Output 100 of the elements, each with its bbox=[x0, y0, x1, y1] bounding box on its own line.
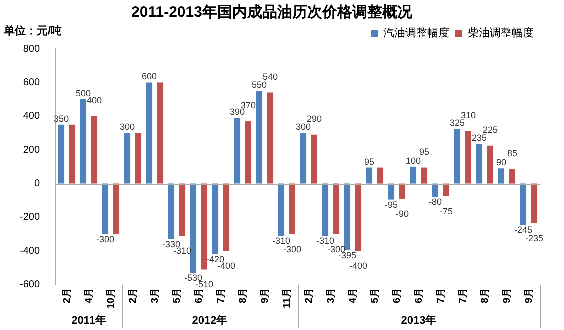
bar bbox=[465, 132, 472, 184]
data-label: 225 bbox=[482, 124, 498, 135]
bar bbox=[256, 91, 263, 184]
bar bbox=[443, 184, 450, 196]
x-tick-label: 7月 bbox=[216, 288, 227, 304]
bar bbox=[509, 169, 516, 184]
bar bbox=[454, 129, 461, 184]
bar bbox=[366, 168, 373, 184]
bar bbox=[289, 184, 296, 234]
bar bbox=[157, 82, 164, 184]
y-tick-label: -600 bbox=[20, 280, 40, 291]
bar bbox=[322, 184, 329, 236]
x-tick-label: 5月 bbox=[172, 288, 183, 304]
data-label: -400 bbox=[350, 261, 368, 272]
data-label: 290 bbox=[306, 114, 322, 124]
legend-label: 汽油调整幅度 bbox=[384, 26, 450, 40]
x-tick-label: 3月 bbox=[326, 288, 337, 304]
data-label: -300 bbox=[284, 244, 302, 254]
data-label: -330 bbox=[162, 239, 181, 250]
x-tick-label: 6月 bbox=[414, 288, 425, 304]
bar bbox=[300, 133, 307, 184]
bar bbox=[234, 118, 241, 184]
x-tick-label: 9月 bbox=[524, 288, 535, 304]
bar bbox=[421, 168, 428, 184]
bar bbox=[91, 116, 98, 184]
bar bbox=[531, 184, 538, 224]
x-tick-label: 2月 bbox=[62, 288, 73, 304]
data-label: -300 bbox=[328, 244, 346, 254]
data-label: 100 bbox=[406, 156, 422, 166]
data-label: -310 bbox=[316, 236, 335, 246]
bar bbox=[520, 184, 527, 226]
data-label: 400 bbox=[87, 95, 102, 106]
x-tick-label: 2月 bbox=[304, 288, 315, 304]
bar bbox=[190, 184, 197, 274]
data-label: -510 bbox=[196, 280, 214, 290]
data-label: -245 bbox=[514, 225, 533, 236]
y-tick-label: 200 bbox=[23, 144, 40, 156]
data-label: 90 bbox=[496, 158, 507, 168]
data-label: 95 bbox=[364, 156, 375, 167]
x-tick-label: 3月 bbox=[150, 288, 161, 304]
x-tick-label: 4月 bbox=[84, 288, 95, 304]
x-tick-label: 5月 bbox=[370, 288, 381, 304]
y-tick-label: 600 bbox=[23, 77, 40, 88]
bar bbox=[179, 184, 186, 236]
data-label: 540 bbox=[262, 72, 278, 82]
bar bbox=[410, 166, 417, 184]
data-label: 600 bbox=[142, 72, 158, 82]
bar bbox=[311, 134, 318, 184]
x-tick-label: 9月 bbox=[260, 288, 271, 304]
y-tick-label: 400 bbox=[23, 111, 40, 122]
bar bbox=[432, 184, 439, 198]
data-label: 235 bbox=[472, 133, 488, 144]
y-tick-label: -400 bbox=[20, 246, 40, 257]
bar bbox=[487, 146, 494, 184]
bar bbox=[476, 144, 483, 184]
bar bbox=[267, 92, 274, 184]
data-label: -80 bbox=[428, 197, 442, 208]
y-tick-label: 0 bbox=[34, 178, 40, 190]
text: 2012年 bbox=[192, 314, 228, 328]
bar bbox=[399, 184, 406, 199]
data-label: -310 bbox=[272, 236, 291, 246]
bar bbox=[80, 100, 87, 184]
bar bbox=[113, 184, 120, 234]
bar bbox=[498, 168, 505, 184]
bar bbox=[333, 184, 340, 234]
x-tick-label: 4月 bbox=[348, 288, 359, 304]
bar bbox=[58, 124, 65, 184]
y-axis-title: 单位：元/吨 bbox=[3, 24, 62, 38]
x-tick-label: 7月 bbox=[436, 288, 447, 304]
data-label: -300 bbox=[96, 234, 115, 244]
x-tick-label: 6月 bbox=[392, 288, 403, 304]
data-label: -400 bbox=[218, 261, 236, 272]
text: 2011年 bbox=[72, 314, 106, 328]
bar bbox=[168, 184, 175, 240]
bar bbox=[69, 124, 76, 184]
x-tick-label: 10月 bbox=[106, 288, 117, 309]
x-tick-label: 11月 bbox=[282, 288, 293, 308]
bar bbox=[245, 121, 252, 184]
data-label: 95 bbox=[419, 146, 430, 157]
bar bbox=[135, 133, 142, 184]
x-tick-label: 9月 bbox=[502, 288, 513, 304]
bar bbox=[212, 184, 219, 255]
x-tick-label: 2月 bbox=[128, 288, 139, 304]
x-tick-label: 7月 bbox=[458, 288, 469, 304]
bar bbox=[201, 184, 208, 270]
bar bbox=[146, 82, 153, 184]
data-label: 85 bbox=[507, 148, 518, 158]
chart-title: 2011-2013年国内成品油历次价格调整概况 bbox=[132, 4, 414, 22]
legend-label: 柴油调整幅度 bbox=[468, 26, 534, 40]
bar bbox=[278, 184, 285, 236]
bar bbox=[388, 184, 395, 200]
data-label: 300 bbox=[296, 122, 312, 132]
x-tick-label: 8月 bbox=[238, 288, 249, 304]
data-label: -90 bbox=[396, 208, 410, 219]
y-tick-label: 800 bbox=[23, 44, 40, 55]
data-label: 300 bbox=[120, 122, 136, 132]
data-label: 350 bbox=[54, 114, 70, 124]
data-label: 310 bbox=[460, 110, 476, 121]
bar bbox=[124, 133, 131, 184]
bar bbox=[102, 184, 109, 234]
